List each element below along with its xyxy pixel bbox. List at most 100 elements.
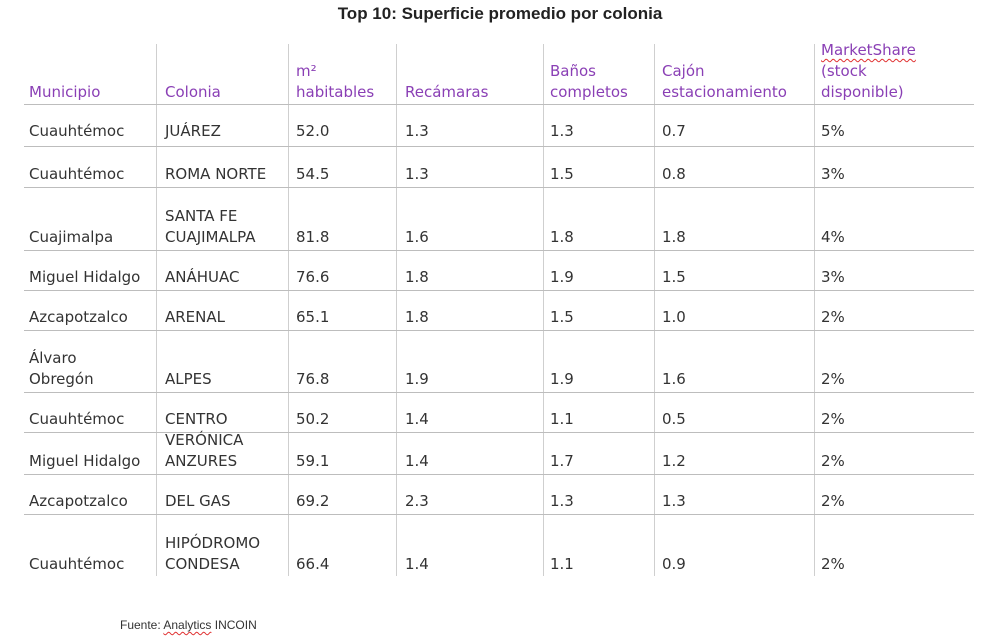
table-cell-m2-habitables: 50.2 xyxy=(296,409,329,430)
table-cell-cajon-estacionamiento-line: 0.9 xyxy=(662,555,686,573)
table-cell-m2-habitables: 59.1 xyxy=(296,451,329,472)
table-cell-colonia-line: HIPÓDROMO xyxy=(165,534,261,552)
table-cell-recamaras: 1.3 xyxy=(405,121,429,142)
column-header-cajon-estacionamiento-line: estacionamiento xyxy=(662,83,787,101)
row-divider xyxy=(24,514,974,515)
table-cell-marketshare: 2% xyxy=(821,554,845,575)
row-divider xyxy=(24,474,974,475)
table-cell-m2-habitables-line: 81.8 xyxy=(296,228,330,246)
table-cell-m2-habitables-line: 52.0 xyxy=(296,122,330,140)
table-cell-recamaras-line: 1.4 xyxy=(405,555,429,573)
table-cell-banos-completos: 1.7 xyxy=(550,451,574,472)
table-cell-colonia: VERÓNICA ANZURES xyxy=(165,430,243,472)
table-cell-municipio-line: Cuajimalpa xyxy=(29,228,114,246)
table-cell-colonia: SANTA FE CUAJIMALPA xyxy=(165,206,255,248)
table-cell-m2-habitables-line: 54.5 xyxy=(296,165,330,183)
table-cell-marketshare-line: 2% xyxy=(821,492,845,510)
table-cell-colonia-line: ARENAL xyxy=(165,308,225,326)
row-divider xyxy=(24,392,974,393)
table-cell-recamaras: 1.6 xyxy=(405,227,429,248)
column-divider xyxy=(543,44,544,576)
table-cell-banos-completos-line: 1.5 xyxy=(550,308,574,326)
table-cell-recamaras-line: 1.4 xyxy=(405,410,429,428)
column-divider xyxy=(654,44,655,576)
table-cell-cajon-estacionamiento-line: 0.5 xyxy=(662,410,686,428)
table-cell-colonia-line: SANTA FE xyxy=(165,207,238,225)
table-cell-recamaras-line: 1.3 xyxy=(405,122,429,140)
column-header-marketshare-line: (stock xyxy=(821,62,867,80)
table-cell-marketshare-line: 2% xyxy=(821,452,845,470)
table-cell-cajon-estacionamiento-line: 1.5 xyxy=(662,268,686,286)
table-cell-marketshare-line: 4% xyxy=(821,228,845,246)
column-header-m2-habitables-line: m² xyxy=(296,62,317,80)
table-cell-marketshare-line: 2% xyxy=(821,308,845,326)
table-cell-marketshare: 2% xyxy=(821,491,845,512)
column-header-marketshare: MarketShare (stock disponible) xyxy=(821,40,916,103)
table-cell-marketshare-line: 3% xyxy=(821,268,845,286)
table-cell-m2-habitables-line: 66.4 xyxy=(296,555,330,573)
table-cell-cajon-estacionamiento-line: 1.6 xyxy=(662,370,686,388)
row-divider xyxy=(24,146,974,147)
table-cell-municipio: Álvaro Obregón xyxy=(29,348,94,390)
column-header-cajon-estacionamiento-line: Cajón xyxy=(662,62,705,80)
row-divider xyxy=(24,250,974,251)
source-prefix: Fuente: xyxy=(120,618,164,632)
table-cell-cajon-estacionamiento: 1.6 xyxy=(662,369,686,390)
table-cell-colonia: DEL GAS xyxy=(165,491,231,512)
table-cell-banos-completos-line: 1.3 xyxy=(550,122,574,140)
table-cell-m2-habitables-line: 69.2 xyxy=(296,492,330,510)
table-cell-m2-habitables-line: 59.1 xyxy=(296,452,330,470)
table-cell-cajon-estacionamiento: 1.2 xyxy=(662,451,686,472)
table-cell-recamaras-line: 2.3 xyxy=(405,492,429,510)
table-cell-marketshare: 3% xyxy=(821,164,845,185)
table-cell-municipio: Miguel Hidalgo xyxy=(29,267,140,288)
table-cell-municipio-line: Miguel Hidalgo xyxy=(29,452,141,470)
table-cell-cajon-estacionamiento: 1.5 xyxy=(662,267,686,288)
table-cell-recamaras-line: 1.6 xyxy=(405,228,429,246)
column-header-m2-habitables-line: habitables xyxy=(296,83,375,101)
table-cell-m2-habitables-line: 50.2 xyxy=(296,410,330,428)
table-cell-marketshare-line: 5% xyxy=(821,122,845,140)
column-header-recamaras: Recámaras xyxy=(405,82,488,103)
table-cell-marketshare-line: 2% xyxy=(821,555,845,573)
table-cell-marketshare-line: 2% xyxy=(821,370,845,388)
column-divider xyxy=(814,44,815,576)
table-cell-colonia: CENTRO xyxy=(165,409,228,430)
table-cell-cajon-estacionamiento: 0.8 xyxy=(662,164,686,185)
table-cell-municipio: Cuauhtémoc xyxy=(29,409,124,430)
table-cell-m2-habitables-line: 76.6 xyxy=(296,268,330,286)
table-cell-recamaras: 1.3 xyxy=(405,164,429,185)
table-cell-cajon-estacionamiento: 0.9 xyxy=(662,554,686,575)
table-cell-banos-completos: 1.5 xyxy=(550,307,574,328)
table-cell-municipio: Miguel Hidalgo xyxy=(29,451,140,472)
column-header-recamaras-line: Recámaras xyxy=(405,83,489,101)
table-cell-municipio-line: Miguel Hidalgo xyxy=(29,268,141,286)
table-cell-recamaras-line: 1.8 xyxy=(405,308,429,326)
row-divider xyxy=(24,187,974,188)
table-cell-colonia-line: ANZURES xyxy=(165,452,238,470)
table-cell-banos-completos: 1.9 xyxy=(550,267,574,288)
table-cell-m2-habitables: 76.6 xyxy=(296,267,329,288)
table-cell-cajon-estacionamiento-line: 0.7 xyxy=(662,122,686,140)
source-note: Fuente: Analytics INCOIN xyxy=(120,618,257,632)
table-cell-colonia: ANÁHUAC xyxy=(165,267,239,288)
table-cell-cajon-estacionamiento: 1.0 xyxy=(662,307,686,328)
column-header-banos-completos-line: completos xyxy=(550,83,628,101)
table-cell-marketshare: 2% xyxy=(821,409,845,430)
table-cell-marketshare: 2% xyxy=(821,369,845,390)
table-cell-m2-habitables: 76.8 xyxy=(296,369,329,390)
row-divider xyxy=(24,290,974,291)
table-cell-marketshare-line: 2% xyxy=(821,410,845,428)
row-divider xyxy=(24,432,974,433)
table-cell-banos-completos-line: 1.9 xyxy=(550,268,574,286)
table-cell-banos-completos: 1.5 xyxy=(550,164,574,185)
table-cell-municipio-line: Obregón xyxy=(29,370,94,388)
column-header-banos-completos: Baños completos xyxy=(550,61,628,103)
table-cell-municipio-line: Álvaro xyxy=(29,349,77,367)
column-header-marketshare-line: disponible) xyxy=(821,83,904,101)
table-cell-municipio-line: Cuauhtémoc xyxy=(29,410,125,428)
table-cell-municipio: Cuauhtémoc xyxy=(29,554,124,575)
table-cell-cajon-estacionamiento-line: 0.8 xyxy=(662,165,686,183)
table-cell-cajon-estacionamiento-line: 1.8 xyxy=(662,228,686,246)
table-cell-banos-completos: 1.3 xyxy=(550,491,574,512)
